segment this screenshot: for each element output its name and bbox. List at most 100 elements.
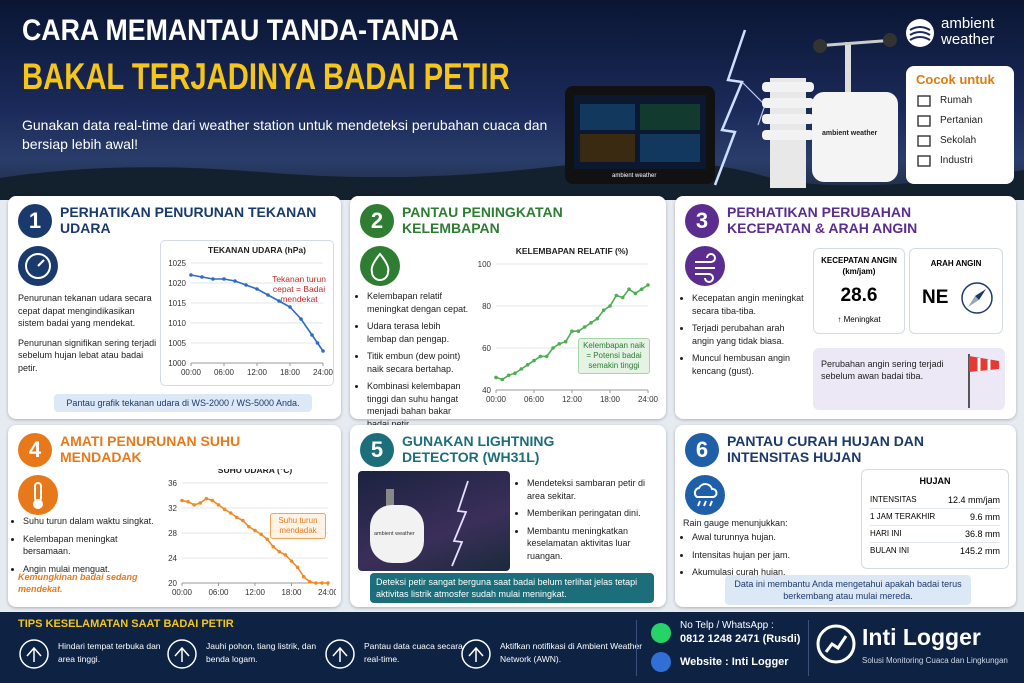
header: CARA MEMANTAU TANDA-TANDA BAKAL TERJADIN… <box>0 0 1024 200</box>
data-point <box>222 277 226 281</box>
tip-text: Pantau data cuaca secara real-time. <box>364 641 463 664</box>
icon-shape <box>167 639 197 669</box>
bullet: Membantu meningkatkan keselamatan aktivi… <box>527 525 660 563</box>
y-tick-label: 28 <box>168 529 177 538</box>
data-point <box>307 579 312 584</box>
website: Website : Inti Logger <box>680 656 789 668</box>
panel-number: 3 <box>685 204 719 238</box>
tip-icon <box>325 639 355 669</box>
table-row: 1 JAM TERAKHIR 9.6 mm <box>870 509 1000 526</box>
table-body: INTENSITAS 12.4 mm/jam 1 JAM TERAKHIR 9.6 m… <box>870 492 1000 559</box>
rain-icon <box>685 475 725 515</box>
data-point <box>244 283 248 287</box>
bullet-list: Kelembapan relatif meningkat dengan cepa… <box>358 290 470 435</box>
title-line-2: BAKAL TERJADINYA BADAI PETIR <box>22 56 510 97</box>
panel-title: PANTAU PENINGKATAN KELEMBAPAN <box>402 204 563 236</box>
data-point <box>538 354 543 359</box>
bullet: Memberikan peringatan dini. <box>527 507 660 520</box>
icon-shape <box>917 95 931 107</box>
footer: TIPS KESELAMATAN SAAT BADAI PETIR Hindar… <box>0 612 1024 683</box>
y-tick-label: 100 <box>478 260 492 269</box>
data-point <box>601 308 606 312</box>
device-art <box>370 480 469 567</box>
row-label: HARI INI <box>870 529 902 538</box>
x-tick-label: 12:00 <box>247 368 268 377</box>
icon-shape <box>19 639 49 669</box>
table-row: BULAN INI 145.2 mm <box>870 543 1000 559</box>
brand-line: ambient <box>941 15 995 32</box>
logo-icon <box>816 624 856 664</box>
phone: 0812 1248 2471 (Rusdi) <box>680 633 801 645</box>
bullet: Suhu turun dalam waktu singkat. <box>23 515 154 528</box>
x-tick-label: 12:00 <box>562 395 583 404</box>
y-tick-label: 36 <box>168 479 177 488</box>
drop-icon <box>360 246 400 286</box>
data-point <box>266 293 270 297</box>
data-point <box>532 358 536 363</box>
x-tick-label: 00:00 <box>181 368 202 377</box>
windsock-icon <box>968 354 999 408</box>
table-title: HUJAN <box>919 476 951 486</box>
panel-humidity: 2 PANTAU PENINGKATAN KELEMBAPAN Kelembap… <box>350 196 666 429</box>
icon-shape <box>468 646 484 662</box>
data-point <box>247 524 251 529</box>
bullet: Kelembapan meningkat bersamaan. <box>23 533 154 558</box>
data-point <box>234 515 239 520</box>
warning: Kemungkinan badai sedang mendekat. <box>18 572 138 594</box>
y-tick-label: 1005 <box>168 339 186 348</box>
data-point <box>608 304 612 308</box>
data-point <box>299 317 303 321</box>
bullet-list: Kecepatan angin meningkat secara tiba-ti… <box>683 292 805 382</box>
data-point <box>189 273 193 277</box>
data-point <box>557 342 562 346</box>
phone-label: No Telp / WhatsApp : <box>680 620 774 631</box>
note-box: Perubahan angin sering terjadi sebelum a… <box>813 348 1005 410</box>
speed-title: KECEPATAN ANGIN (km/jam) <box>821 256 897 276</box>
data-point <box>310 333 314 337</box>
y-tick-label: 20 <box>168 579 177 588</box>
data-point <box>228 511 233 515</box>
icon-shape <box>461 639 491 669</box>
panel-text: Penurunan tekanan udara secara cepat dap… <box>18 292 158 381</box>
annotation: Kelembapan naik = Potensi badai semakin … <box>578 338 650 374</box>
tip-icon <box>461 639 491 669</box>
icon-shape <box>332 646 348 662</box>
row-label: 1 JAM TERAKHIR <box>870 512 936 521</box>
suitable-list: Rumah Pertanian Sekolah Industri <box>916 93 1004 167</box>
divider <box>636 620 637 676</box>
row-value: 145.2 mm <box>959 546 1000 556</box>
logo-name: Inti Logger <box>862 624 981 650</box>
tips-title: TIPS KESELAMATAN SAAT BADAI PETIR <box>18 618 234 630</box>
panel-note: Data ini membantu Anda mengetahui apakah… <box>725 575 971 605</box>
speed-card: KECEPATAN ANGIN (km/jam) 28.6 ↑ Meningka… <box>813 248 905 334</box>
panel-temperature: 4 AMATI PENURUNAN SUHU MENDADAK Suhu tur… <box>8 425 341 607</box>
y-tick-label: 40 <box>482 386 491 395</box>
bullet: Kelembapan relatif meningkat dengan cepa… <box>367 290 470 315</box>
panel-pressure: 1 PERHATIKAN PENURUNAN TEKANAN UDARA Pen… <box>8 196 341 419</box>
suitable-item: Pertanian <box>916 113 1004 127</box>
data-point <box>494 375 498 380</box>
row-label: INTENSITAS <box>870 495 917 504</box>
x-tick-label: 18:00 <box>281 588 302 597</box>
icon-shape <box>174 646 190 662</box>
data-point <box>211 277 215 281</box>
brand-icon <box>906 19 934 47</box>
bullet: Kecepatan angin meningkat secara tiba-ti… <box>692 292 805 317</box>
x-tick-label: 00:00 <box>486 395 507 404</box>
icon-shape <box>917 155 931 167</box>
bullet-list: Suhu turun dalam waktu singkat. Kelembapa… <box>14 515 154 580</box>
device-label: ambient weather <box>612 173 657 179</box>
panel-number: 4 <box>18 433 52 467</box>
data-point <box>582 325 587 329</box>
tip-icon <box>19 639 49 669</box>
y-tick-label: 32 <box>168 504 177 513</box>
gauge-icon <box>18 246 58 286</box>
panel-wind: 3 PERHATIKAN PERUBAHAN KECEPATAN & ARAH … <box>675 196 1016 419</box>
data-point <box>627 287 631 291</box>
speed-trend: ↑ Meningkat <box>837 315 881 324</box>
suitable-item: Industri <box>916 153 1004 167</box>
y-tick-label: 24 <box>168 554 177 563</box>
annotation: Tekanan turun cepat = Badai mendekat <box>272 274 326 304</box>
x-tick-label: 06:00 <box>214 368 235 377</box>
data-point <box>283 553 288 557</box>
